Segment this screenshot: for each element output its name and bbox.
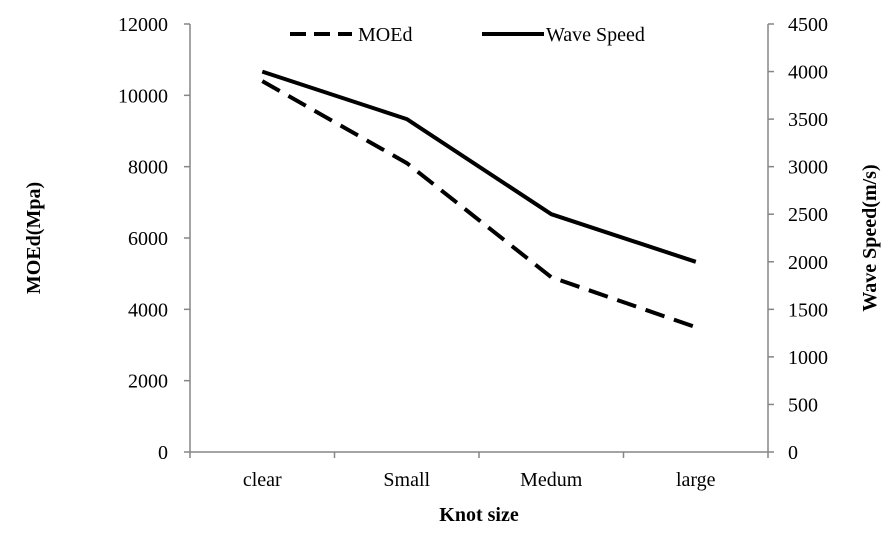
right-y-tick-label: 3500 (788, 109, 828, 131)
right-y-tick-label: 2500 (788, 204, 828, 226)
right-y-tick-label: 500 (788, 394, 818, 416)
right-y-tick-label: 1000 (788, 347, 828, 369)
left-y-axis-title: MOEd(Mpa) (23, 182, 45, 294)
series-line-wave-speed (262, 72, 696, 262)
left-y-ticks: 0 2000 4000 6000 8000 10000 12000 (118, 14, 190, 464)
x-tick-label: clear (243, 469, 282, 491)
right-y-axis-title: Wave Speed(m/s) (859, 164, 881, 311)
legend-label-moed: MOEd (358, 24, 412, 46)
series-layer (262, 71, 696, 327)
legend-label-wave-speed: Wave Speed (546, 24, 645, 46)
series-line-moed (262, 81, 696, 327)
legend: MOEd Wave Speed (290, 24, 645, 46)
x-tick-label: Small (383, 469, 430, 491)
x-axis-title: Knot size (439, 504, 519, 526)
left-y-tick-label: 10000 (118, 85, 168, 107)
x-tick-label: large (676, 469, 716, 491)
right-y-tick-label: 2000 (788, 252, 828, 274)
x-tick-label: Medum (520, 469, 583, 491)
left-y-tick-label: 0 (158, 442, 168, 464)
left-y-tick-label: 2000 (128, 371, 168, 393)
x-ticks: clear Small Medum large (190, 452, 768, 491)
right-y-tick-label: 0 (788, 442, 798, 464)
left-y-tick-label: 8000 (128, 157, 168, 179)
right-y-tick-label: 4000 (788, 62, 828, 84)
right-y-tick-label: 3000 (788, 157, 828, 179)
left-y-tick-label: 12000 (118, 14, 168, 36)
left-y-tick-label: 4000 (128, 299, 168, 321)
right-y-tick-label: 1500 (788, 299, 828, 321)
right-y-tick-label: 4500 (788, 14, 828, 36)
right-y-ticks: 0 500 1000 1500 2000 2500 3000 3500 4000 4500 (768, 14, 828, 464)
left-y-tick-label: 6000 (128, 228, 168, 250)
